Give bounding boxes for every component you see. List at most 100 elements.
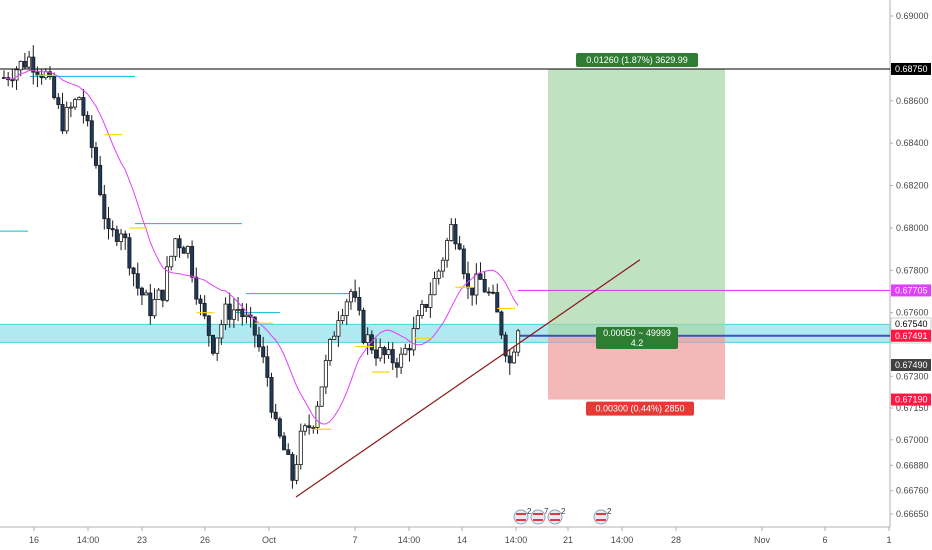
- candle: [378, 338, 383, 362]
- candle-body: [89, 120, 94, 148]
- candle-body: [165, 266, 170, 301]
- candle-body: [244, 314, 249, 317]
- candle: [290, 452, 295, 489]
- candle-body: [18, 61, 23, 71]
- candle: [139, 286, 144, 306]
- candle-body: [148, 292, 153, 317]
- profit-zone: [548, 68, 725, 336]
- candle-body: [210, 335, 215, 354]
- candle-body: [173, 238, 178, 257]
- candle-body: [457, 243, 462, 250]
- candle-body: [436, 270, 441, 279]
- price-axis: 0.69000 0.68600 0.68400 0.68200 0.68000 0.678…: [890, 11, 932, 519]
- candle-body: [60, 104, 65, 132]
- stop-price-tag-box: [891, 393, 931, 406]
- candle-body: [269, 377, 274, 413]
- candle-body: [139, 287, 144, 296]
- candle: [127, 233, 132, 276]
- candle: [411, 316, 416, 356]
- candle: [165, 256, 170, 303]
- candle: [169, 255, 174, 271]
- price-tick-label: 0.69000: [896, 11, 929, 21]
- stop-price-tag-text: 0.67190: [895, 395, 928, 405]
- candle: [428, 282, 433, 318]
- time-tick-label: 14:00: [505, 535, 528, 545]
- time-tick-label: 6: [822, 535, 827, 545]
- candle: [27, 50, 32, 70]
- time-tick-label: 14:00: [398, 535, 421, 545]
- candle-body: [119, 233, 124, 242]
- candle: [328, 338, 333, 366]
- candle: [223, 297, 228, 330]
- candle-body: [440, 259, 445, 272]
- candle: [361, 307, 366, 345]
- candle: [403, 343, 408, 356]
- candle-body: [169, 255, 174, 268]
- candle-body: [369, 334, 374, 351]
- candle-body: [81, 97, 86, 116]
- candle: [449, 218, 454, 242]
- candle-body: [453, 224, 458, 245]
- target-price-tag-text: 0.68750: [895, 64, 928, 74]
- candle-body: [223, 303, 228, 325]
- candle: [177, 234, 182, 258]
- candle: [114, 225, 119, 247]
- candle-body: [403, 348, 408, 355]
- candle: [353, 279, 358, 303]
- candle-body: [106, 218, 111, 229]
- time-tick-label: 14:00: [611, 535, 634, 545]
- candle-body: [503, 334, 508, 357]
- candle-body: [240, 308, 245, 317]
- entry-price-tag-box: [891, 329, 931, 342]
- candle: [382, 345, 387, 364]
- time-tick-label: 14:00: [77, 535, 100, 545]
- candle-body: [256, 334, 261, 348]
- candle: [315, 401, 320, 434]
- candle-body: [181, 247, 186, 254]
- candle: [307, 414, 312, 435]
- event-badge: 2: [547, 507, 566, 525]
- candle: [244, 303, 249, 324]
- candle: [323, 354, 328, 394]
- candle-body: [474, 273, 479, 296]
- stop-price-tag: 0.67190: [891, 393, 931, 406]
- candle-body: [194, 276, 199, 300]
- candle: [277, 416, 282, 439]
- candle: [102, 184, 107, 230]
- candle: [319, 386, 324, 408]
- candle-body: [198, 298, 203, 304]
- us-flag-icon: [547, 509, 563, 525]
- candle: [52, 72, 57, 100]
- candle-body: [378, 347, 383, 359]
- candle-body: [135, 273, 140, 289]
- flag-stripe: [550, 513, 560, 515]
- candle-body: [156, 289, 161, 300]
- candle: [486, 287, 491, 297]
- event-count: 2: [607, 507, 612, 516]
- candle-body: [265, 356, 270, 378]
- entry-price-tag-text: 0.67491: [895, 331, 928, 341]
- time-axis: 16 14:00 23 26 Oct 7 14:00 14 14:00 21 14:00 28 Nov 6…: [29, 527, 892, 545]
- candle: [424, 303, 429, 312]
- candle-body: [516, 330, 521, 353]
- candle-body: [22, 61, 27, 68]
- candle-body: [328, 339, 333, 361]
- candle: [336, 311, 341, 348]
- close-price-tag: 0.67490: [891, 359, 931, 371]
- candle-body: [252, 316, 257, 336]
- candle: [340, 308, 345, 325]
- candle-body: [445, 240, 450, 261]
- candle-body: [231, 309, 236, 320]
- candle: [206, 314, 211, 347]
- candle: [60, 92, 65, 134]
- candle-body: [85, 114, 90, 122]
- candle-body: [114, 229, 119, 242]
- candle-body: [282, 435, 287, 451]
- ratio-label-text-0: 0.00050 ~ 49999: [603, 328, 671, 338]
- candle-body: [394, 362, 399, 368]
- candle-body: [277, 418, 282, 437]
- magenta-price-tag-box: [891, 284, 931, 297]
- candle: [495, 283, 500, 313]
- candle: [198, 294, 203, 316]
